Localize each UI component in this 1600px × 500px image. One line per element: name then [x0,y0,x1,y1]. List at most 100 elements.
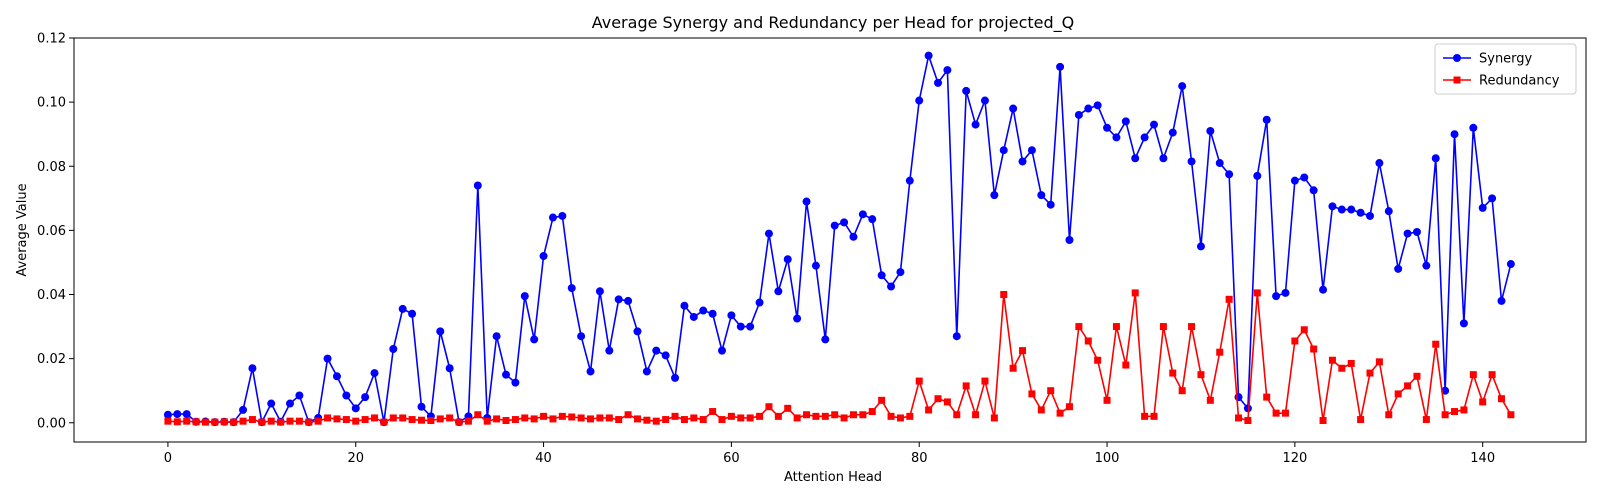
data-point-synergy [1103,123,1112,132]
x-tick-label: 40 [535,451,552,466]
axes: 0 20 40 60 80 100 120 140 0.00 0.02 0.04 0.06 0.08 0.… [37,32,1587,466]
data-point-synergy [1347,205,1356,214]
data-point-redundancy [1394,390,1402,398]
data-point-synergy [1215,159,1224,168]
data-point-redundancy [1347,359,1355,367]
data-point-redundancy [1019,347,1027,355]
data-point-redundancy [371,414,379,422]
data-point-redundancy [1009,364,1017,372]
data-point-synergy [323,354,332,363]
data-point-synergy [1319,285,1328,294]
data-point-redundancy [192,418,200,426]
data-point-synergy [530,335,539,344]
data-point-synergy [182,410,191,419]
data-point-synergy [605,346,614,355]
data-point-redundancy [502,417,510,425]
data-point-synergy [351,404,360,413]
data-point-synergy [445,364,454,373]
data-point-redundancy [652,417,660,425]
data-point-synergy [163,410,172,419]
x-axis-label: Attention Head [784,470,882,485]
x-tick-label: 100 [1095,451,1120,466]
data-point-redundancy [906,412,914,420]
y-tick-label: 0.10 [37,96,66,111]
data-point-redundancy [408,416,416,424]
y-tick-label: 0.04 [37,288,66,303]
data-point-synergy [746,322,755,331]
data-point-synergy [877,271,886,280]
data-point-redundancy [633,415,641,423]
chart-title: Average Synergy and Redundancy per Head … [592,13,1075,33]
series-line-redundancy [167,292,1512,423]
data-point-redundancy [671,412,679,420]
data-point-synergy [1056,62,1065,71]
data-point-redundancy [1422,416,1430,424]
data-point-synergy [1178,82,1187,91]
data-point-redundancy [201,418,209,426]
data-point-redundancy [1094,356,1102,364]
data-point-synergy [332,372,341,381]
data-point-redundancy [756,412,764,420]
data-point-synergy [1159,154,1168,163]
data-point-redundancy [662,416,670,424]
data-point-redundancy [511,416,519,424]
data-point-redundancy [558,412,566,420]
data-point-synergy [999,146,1008,155]
data-point-redundancy [1075,323,1083,331]
data-point-synergy [511,378,520,387]
data-point-redundancy [1253,289,1261,297]
data-point-synergy [1225,170,1234,179]
data-point-synergy [1328,202,1337,211]
data-point-synergy [962,86,971,95]
data-point-redundancy [915,377,923,385]
data-point-synergy [286,399,294,408]
data-point-redundancy [380,418,388,426]
data-point-synergy [811,261,820,270]
data-point-redundancy [887,412,895,420]
data-point-synergy [1187,157,1196,166]
x-tick-label: 80 [911,451,928,466]
data-point-redundancy [1310,345,1318,353]
data-point-redundancy [784,404,792,412]
data-point-synergy [614,295,623,304]
legend-label-redundancy: Redundancy [1479,74,1560,89]
data-point-synergy [558,211,567,220]
data-point-redundancy [549,415,557,423]
data-point-redundancy [1225,295,1233,303]
data-point-synergy [652,346,661,355]
data-point-synergy [436,327,445,336]
data-point-synergy [1366,211,1374,220]
data-point-redundancy [680,416,688,424]
y-tick-label: 0.06 [37,224,66,239]
data-point-redundancy [577,414,585,422]
data-point-redundancy [1131,289,1139,297]
data-point-redundancy [690,414,698,422]
data-point-synergy [633,327,642,336]
data-point-synergy [1121,117,1130,126]
data-point-redundancy [727,412,735,420]
data-point-redundancy [540,412,548,420]
y-axis-label: Average Value [15,183,30,276]
data-point-synergy [595,287,604,296]
data-point-synergy [764,229,773,238]
data-point-synergy [361,393,370,402]
data-point-synergy [586,367,595,376]
data-point-redundancy [934,395,942,403]
series-line-synergy [167,54,1512,423]
data-point-synergy [1488,194,1497,203]
data-point-redundancy [896,414,904,422]
data-point-redundancy [324,414,332,422]
data-point-redundancy [596,414,604,422]
data-point-synergy [1290,176,1299,185]
data-point-redundancy [1028,390,1036,398]
data-point-synergy [295,391,304,400]
y-tick-label: 0.02 [37,352,66,367]
data-point-synergy [1253,171,1262,180]
data-point-redundancy [1385,411,1393,419]
data-point-synergy [887,282,896,291]
data-point-synergy [1309,186,1318,195]
data-point-synergy [793,314,802,323]
data-point-synergy [1168,128,1177,137]
data-point-synergy [624,296,633,305]
data-point-synergy [1506,260,1515,269]
